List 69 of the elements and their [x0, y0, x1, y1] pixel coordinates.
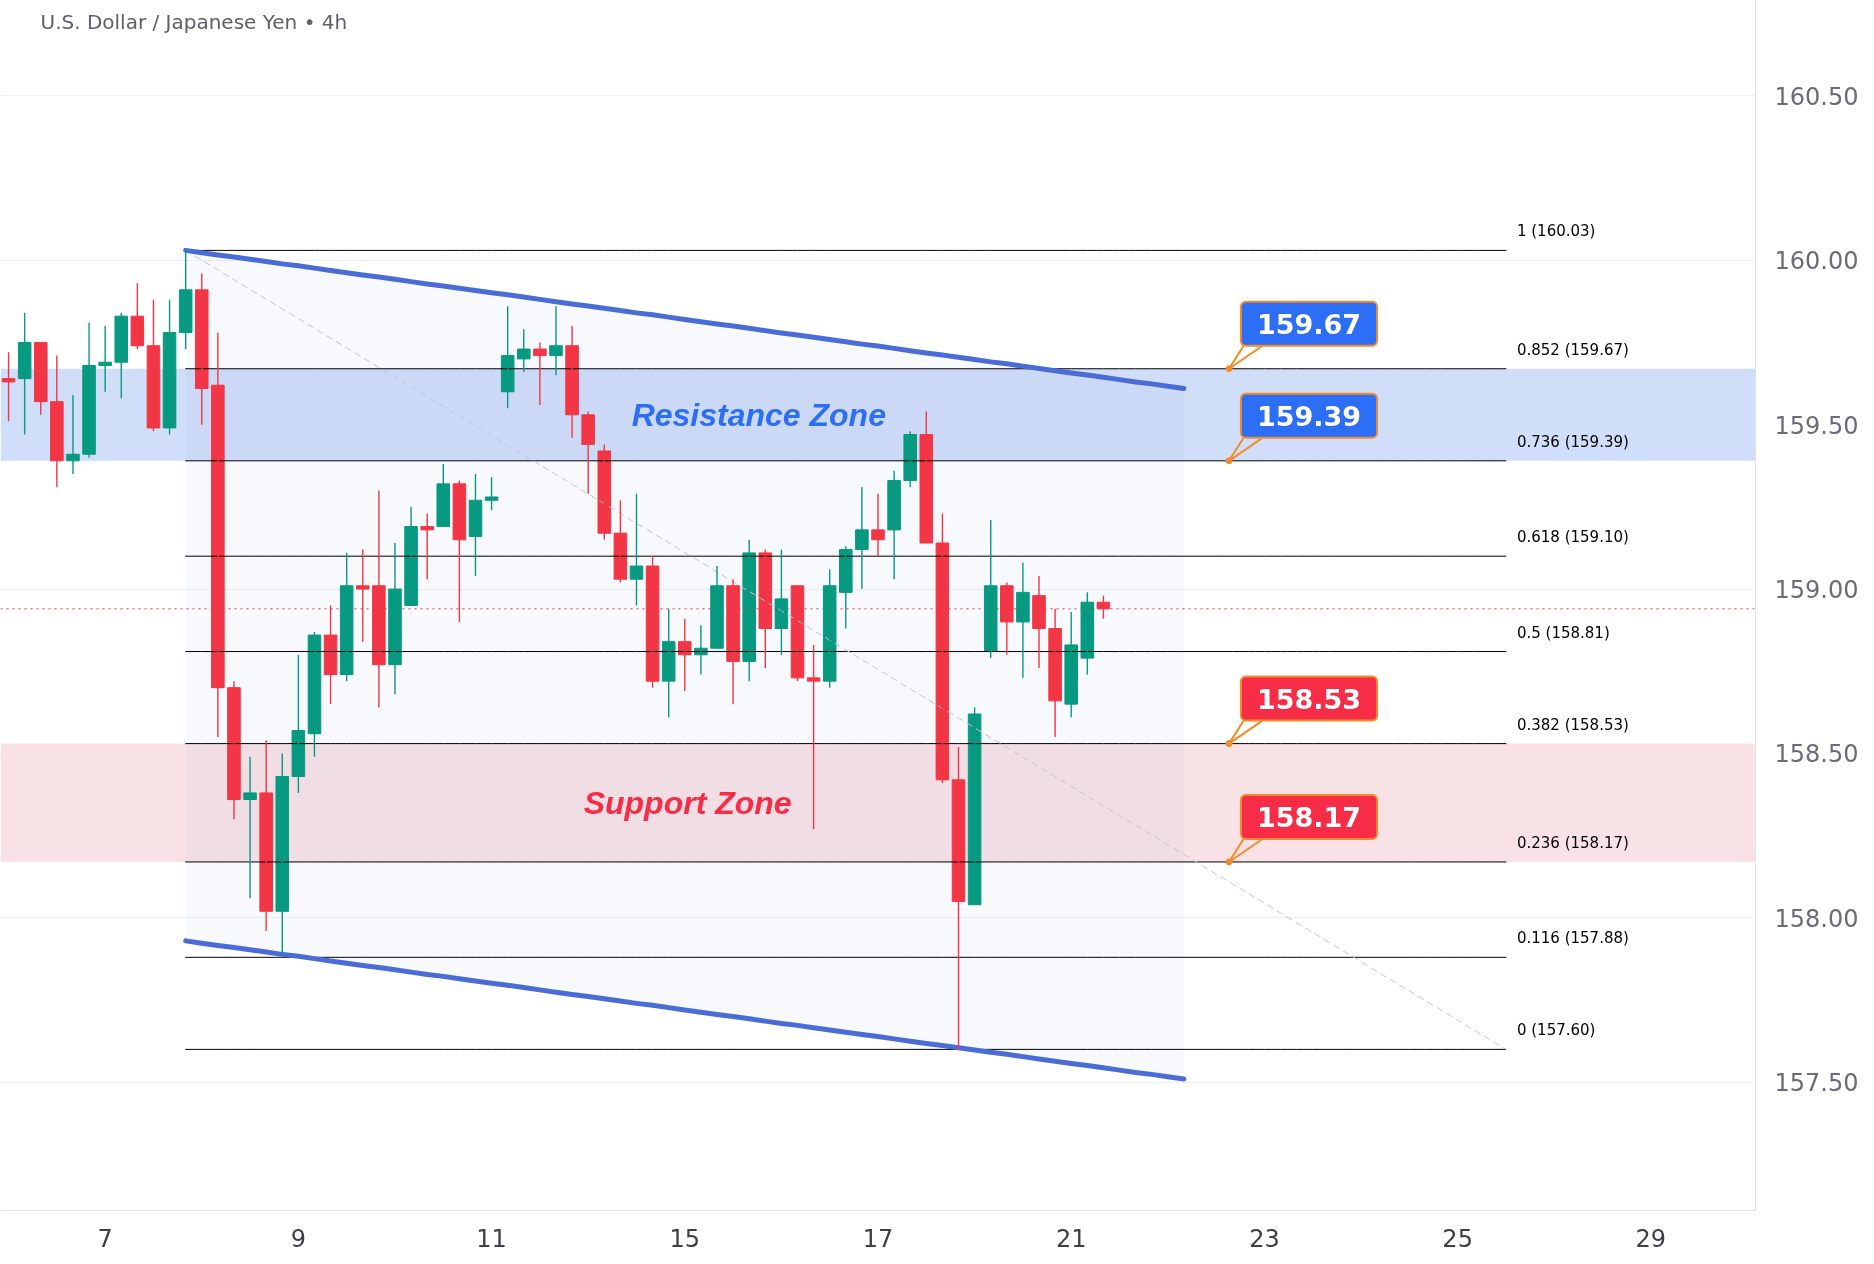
candlestick [855, 486, 869, 590]
series-label: 0.5 (158.81) [1516, 623, 1610, 642]
candlestick [597, 443, 612, 541]
x-tick-label: 25 [1442, 1224, 1473, 1253]
x-tick-label: 15 [669, 1224, 701, 1253]
y-tick-label: 158.50 [1774, 740, 1859, 769]
candlestick [806, 644, 821, 830]
y-tick-label: 157.50 [1774, 1069, 1859, 1098]
candlestick [436, 463, 451, 528]
series-label: 0.852 (159.67) [1516, 340, 1629, 359]
series-label: 1 (160.03) [1516, 222, 1596, 241]
candlestick [983, 519, 998, 659]
series-label: 0.236 (158.17) [1516, 833, 1629, 852]
annotation: 158.53 [1256, 683, 1362, 715]
series-label: 0.736 (159.39) [1516, 432, 1629, 451]
candlestick [1080, 591, 1095, 676]
candlestick [339, 552, 354, 682]
candlestick [581, 410, 595, 495]
candlestick [275, 752, 290, 955]
x-tick-label: 23 [1249, 1224, 1280, 1253]
band-label: Support Zone [583, 784, 792, 821]
candlestick [178, 249, 193, 350]
candlestick [903, 430, 917, 488]
candlestick [822, 568, 837, 689]
x-tick-label: 29 [1635, 1224, 1667, 1253]
candlestick [710, 565, 724, 649]
candlestick [613, 499, 628, 584]
candlestick [774, 548, 789, 656]
annotation: 158.17 [1256, 801, 1362, 833]
series-label: 0 (157.60) [1516, 1021, 1596, 1040]
series-label: 0.382 (158.53) [1516, 715, 1629, 734]
candlestick [114, 312, 129, 400]
text: U.S. Dollar / Japanese Yen • 4h [40, 9, 348, 34]
candlestick [194, 272, 209, 426]
candlestick [484, 476, 499, 511]
y-tick-label: 160.50 [1774, 82, 1859, 111]
candlestick [919, 410, 934, 544]
candlestick [33, 341, 48, 416]
y-tick-label: 160.00 [1774, 247, 1859, 276]
candlestick [1, 351, 16, 423]
x-tick-label: 17 [862, 1224, 894, 1253]
x-tick-label: 21 [1055, 1224, 1087, 1253]
candlestick [549, 305, 563, 377]
series-label: 0.116 (157.88) [1516, 929, 1629, 948]
band-label: Resistance Zone [631, 396, 886, 433]
candlestick [661, 608, 676, 718]
candlestick [967, 706, 982, 906]
x-tick-label: 11 [476, 1224, 507, 1253]
candlestick [871, 493, 885, 557]
candlestick [291, 654, 306, 794]
candlestick [887, 469, 901, 580]
candlestick [629, 493, 644, 607]
series-label: 0.618 (159.10) [1516, 528, 1629, 547]
candlestick [533, 341, 547, 406]
candlestick [517, 328, 531, 373]
candlestick [130, 282, 145, 350]
candlestick [17, 312, 32, 436]
annotation: 159.67 [1256, 308, 1362, 340]
candlestick [500, 305, 515, 409]
x-tick-label: 9 [290, 1224, 307, 1253]
y-tick-label: 159.50 [1774, 411, 1859, 440]
candlestick [243, 756, 257, 899]
annotation: 159.39 [1256, 400, 1362, 432]
y-tick-label: 158.00 [1774, 904, 1859, 933]
x-tick-label: 7 [97, 1224, 113, 1253]
candlestick [839, 545, 853, 630]
y-tick-label: 159.00 [1774, 576, 1859, 605]
candlestick [1064, 611, 1078, 718]
candlestick [420, 512, 434, 580]
